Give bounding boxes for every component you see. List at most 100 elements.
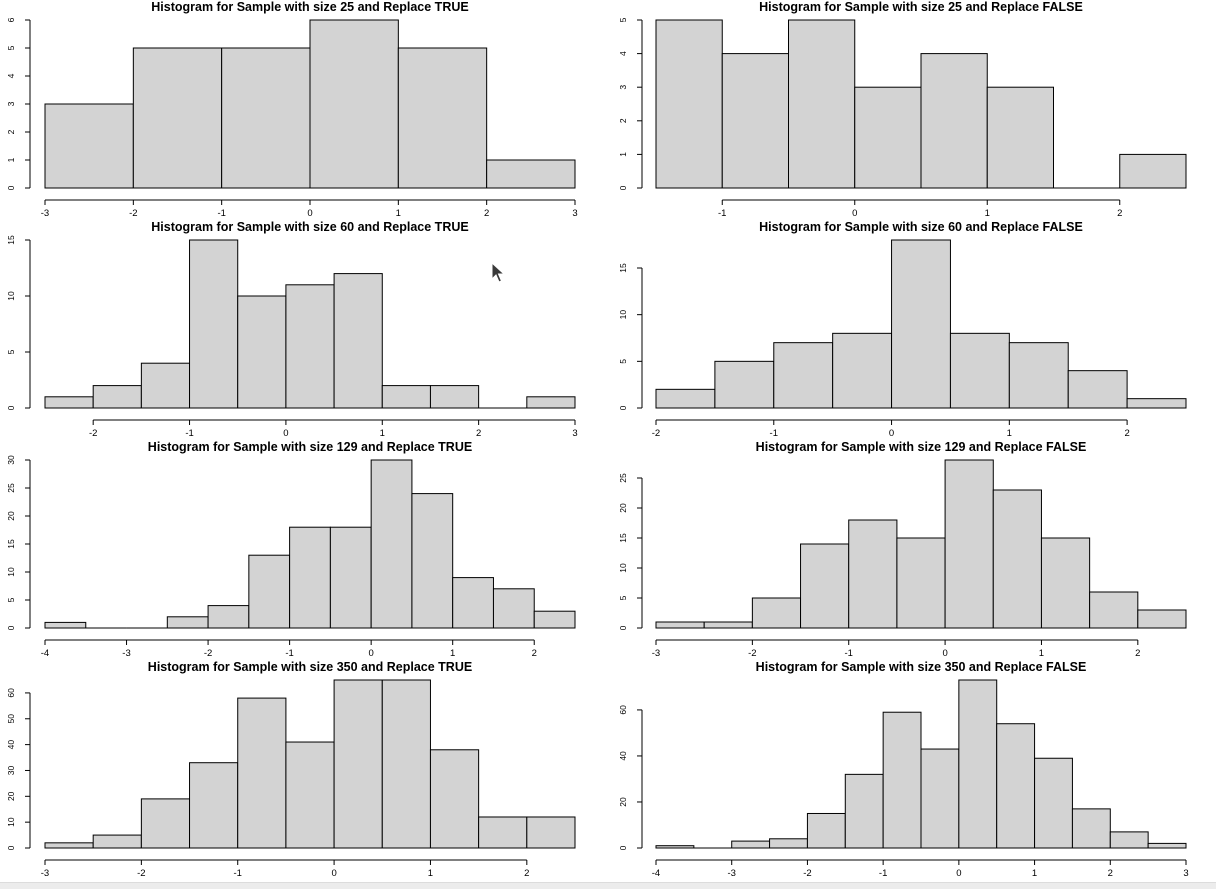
histogram-bar bbox=[526, 396, 576, 409]
x-tick-label: -1 bbox=[185, 428, 193, 439]
histogram-bar bbox=[44, 842, 94, 849]
histogram-bar bbox=[800, 543, 850, 629]
y-tick-label: 15 bbox=[618, 533, 628, 543]
y-tick-label: 0 bbox=[618, 405, 628, 410]
histogram-bar bbox=[751, 597, 802, 629]
y-tick-label: 5 bbox=[618, 17, 628, 22]
y-tick-label: 2 bbox=[6, 129, 16, 134]
histogram-bar bbox=[920, 748, 960, 849]
histogram-panel-5: Histogram for Sample with size 129 and R… bbox=[6, 440, 576, 659]
x-tick-label: -2 bbox=[803, 868, 811, 879]
x-tick-label: 0 bbox=[852, 208, 857, 219]
y-tick-label: 15 bbox=[6, 539, 16, 549]
histogram-bar bbox=[1034, 757, 1073, 849]
histogram-bar bbox=[189, 239, 239, 409]
x-tick-label: -3 bbox=[41, 868, 49, 879]
y-tick-label: 4 bbox=[6, 73, 16, 78]
histogram-bar bbox=[844, 773, 884, 849]
y-tick-label: 20 bbox=[618, 503, 628, 513]
histogram-bar bbox=[221, 47, 311, 189]
y-tick-label: 0 bbox=[6, 405, 16, 410]
histogram-bar bbox=[769, 838, 808, 849]
x-tick-label: -3 bbox=[652, 648, 660, 659]
x-tick-label: -2 bbox=[129, 208, 137, 219]
x-tick-label: -4 bbox=[652, 868, 660, 879]
histogram-bar bbox=[882, 711, 922, 849]
y-tick-label: 10 bbox=[6, 567, 16, 577]
histogram-bar bbox=[533, 610, 576, 629]
histogram-bar bbox=[996, 723, 1036, 849]
y-tick-label: 5 bbox=[6, 45, 16, 50]
chart-title: Histogram for Sample with size 25 and Re… bbox=[759, 0, 1083, 14]
histogram-bar bbox=[944, 459, 994, 629]
x-tick-label: -1 bbox=[845, 648, 853, 659]
window-bottom-edge bbox=[0, 882, 1216, 889]
histogram-bar bbox=[920, 53, 988, 189]
histogram-bar bbox=[1109, 831, 1149, 849]
histogram-bar bbox=[721, 53, 789, 189]
histogram-bar bbox=[370, 459, 413, 629]
x-tick-label: -2 bbox=[204, 648, 212, 659]
y-tick-label: 0 bbox=[6, 845, 16, 850]
x-tick-label: 1 bbox=[985, 208, 990, 219]
y-tick-label: 25 bbox=[6, 483, 16, 493]
histogram-bar bbox=[731, 840, 771, 849]
x-tick-label: -1 bbox=[770, 428, 778, 439]
histogram-bar bbox=[333, 273, 383, 409]
histogram-bar bbox=[478, 816, 528, 849]
x-tick-label: 0 bbox=[307, 208, 312, 219]
histogram-bar bbox=[486, 159, 576, 189]
x-tick-label: 1 bbox=[428, 868, 433, 879]
histogram-bar bbox=[237, 295, 287, 409]
x-tick-label: 1 bbox=[450, 648, 455, 659]
histogram-panel-2: Histogram for Sample with size 25 and Re… bbox=[618, 0, 1187, 219]
histogram-bar bbox=[848, 519, 898, 629]
histogram-bar bbox=[1067, 370, 1128, 409]
x-tick-label: -1 bbox=[217, 208, 225, 219]
histogram-bar bbox=[1137, 609, 1187, 629]
histogram-bar bbox=[44, 103, 134, 189]
chart-title: Histogram for Sample with size 129 and R… bbox=[148, 440, 472, 454]
x-tick-label: -2 bbox=[652, 428, 660, 439]
histogram-bar bbox=[788, 19, 856, 189]
y-tick-label: 1 bbox=[6, 157, 16, 162]
x-tick-label: 1 bbox=[396, 208, 401, 219]
histogram-bar bbox=[237, 697, 287, 849]
x-tick-label: 0 bbox=[942, 648, 947, 659]
chart-title: Histogram for Sample with size 60 and Re… bbox=[759, 220, 1083, 234]
y-tick-label: 0 bbox=[618, 625, 628, 630]
x-tick-label: 0 bbox=[331, 868, 336, 879]
histogram-bar bbox=[891, 239, 951, 409]
x-tick-label: 2 bbox=[532, 648, 537, 659]
y-tick-label: 6 bbox=[6, 17, 16, 22]
histogram-bar bbox=[949, 332, 1010, 409]
x-tick-label: -1 bbox=[285, 648, 293, 659]
chart-title: Histogram for Sample with size 25 and Re… bbox=[151, 0, 468, 14]
y-tick-label: 3 bbox=[6, 101, 16, 106]
histogram-bar bbox=[896, 537, 946, 629]
histogram-bar bbox=[492, 588, 535, 629]
y-tick-label: 3 bbox=[618, 85, 628, 90]
x-tick-label: 1 bbox=[1032, 868, 1037, 879]
histogram-bar bbox=[429, 749, 480, 849]
x-tick-label: -4 bbox=[41, 648, 49, 659]
x-tick-label: 0 bbox=[283, 428, 288, 439]
histogram-bar bbox=[992, 489, 1042, 629]
histogram-bar bbox=[1126, 398, 1187, 409]
y-tick-label: 10 bbox=[6, 291, 16, 301]
histogram-bar bbox=[1008, 342, 1069, 409]
x-tick-label: -1 bbox=[234, 868, 242, 879]
histogram-bar bbox=[397, 47, 488, 189]
chart-title: Histogram for Sample with size 60 and Re… bbox=[151, 220, 468, 234]
histogram-bar bbox=[189, 762, 239, 849]
x-tick-label: -2 bbox=[137, 868, 145, 879]
histogram-bar bbox=[411, 493, 454, 629]
histogram-bar bbox=[92, 834, 142, 849]
y-tick-label: 10 bbox=[618, 310, 628, 320]
histogram-bar bbox=[309, 19, 399, 189]
y-tick-label: 2 bbox=[618, 118, 628, 123]
mouse-pointer-icon bbox=[491, 262, 505, 283]
histogram-bar bbox=[655, 621, 705, 629]
x-tick-label: -2 bbox=[89, 428, 97, 439]
histogram-bar bbox=[140, 362, 191, 409]
